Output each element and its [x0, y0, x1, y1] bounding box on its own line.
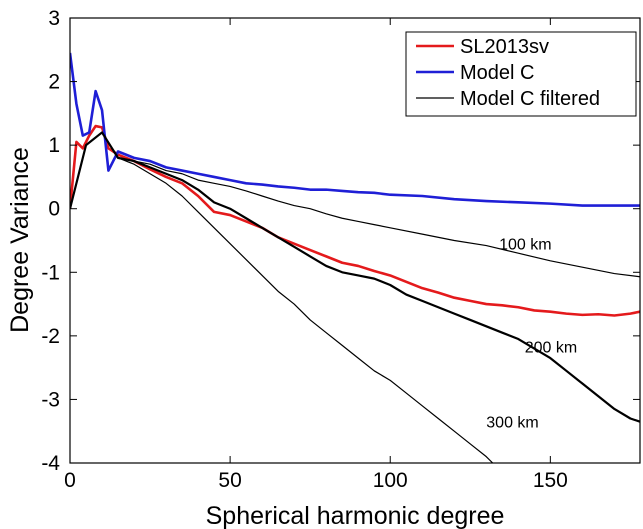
y-tick-label: -2 [41, 325, 60, 348]
y-tick-label: -4 [41, 452, 60, 475]
x-tick-label: 50 [218, 469, 241, 492]
legend: SL2013sv Model C Model C filtered [405, 31, 637, 117]
y-tick-label: -1 [41, 261, 60, 284]
series-line-3 [70, 131, 640, 278]
x-tick-label: 0 [64, 469, 76, 492]
y-axis-title: Degree Variance [6, 147, 34, 333]
series-line-2 [70, 52, 640, 207]
y-tick-label: 2 [48, 71, 60, 94]
series-line-5 [70, 131, 494, 463]
annotation-label: 200 km [525, 340, 577, 357]
x-tick-label: 150 [533, 469, 568, 492]
plot-frame [69, 17, 641, 464]
series-line-4 [70, 131, 640, 423]
y-tick-label: 0 [48, 198, 60, 221]
y-tick-label: 3 [48, 7, 60, 30]
legend-label: Model C filtered [460, 88, 600, 110]
legend-label: Model C [460, 62, 534, 84]
annotation-label: 100 km [499, 237, 551, 254]
y-tick-label: -3 [41, 388, 60, 411]
x-tick-label: 100 [373, 469, 408, 492]
y-tick-label: 1 [48, 134, 60, 157]
x-axis-title: Spherical harmonic degree [206, 502, 505, 529]
annotation-label: 300 km [486, 415, 538, 432]
legend-label: SL2013sv [460, 36, 549, 58]
